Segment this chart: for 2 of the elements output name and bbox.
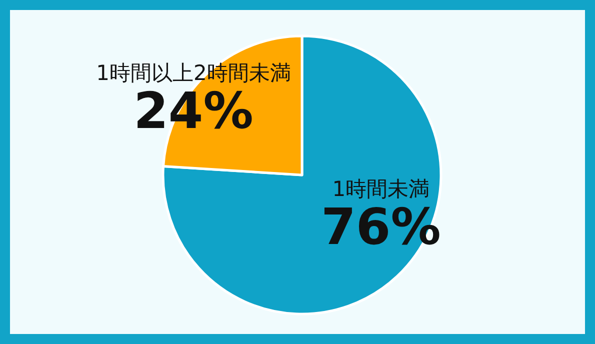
slice-label: 1時間以上2時間未満 <box>96 61 291 86</box>
slice-label: 1時間未満 <box>332 176 430 201</box>
